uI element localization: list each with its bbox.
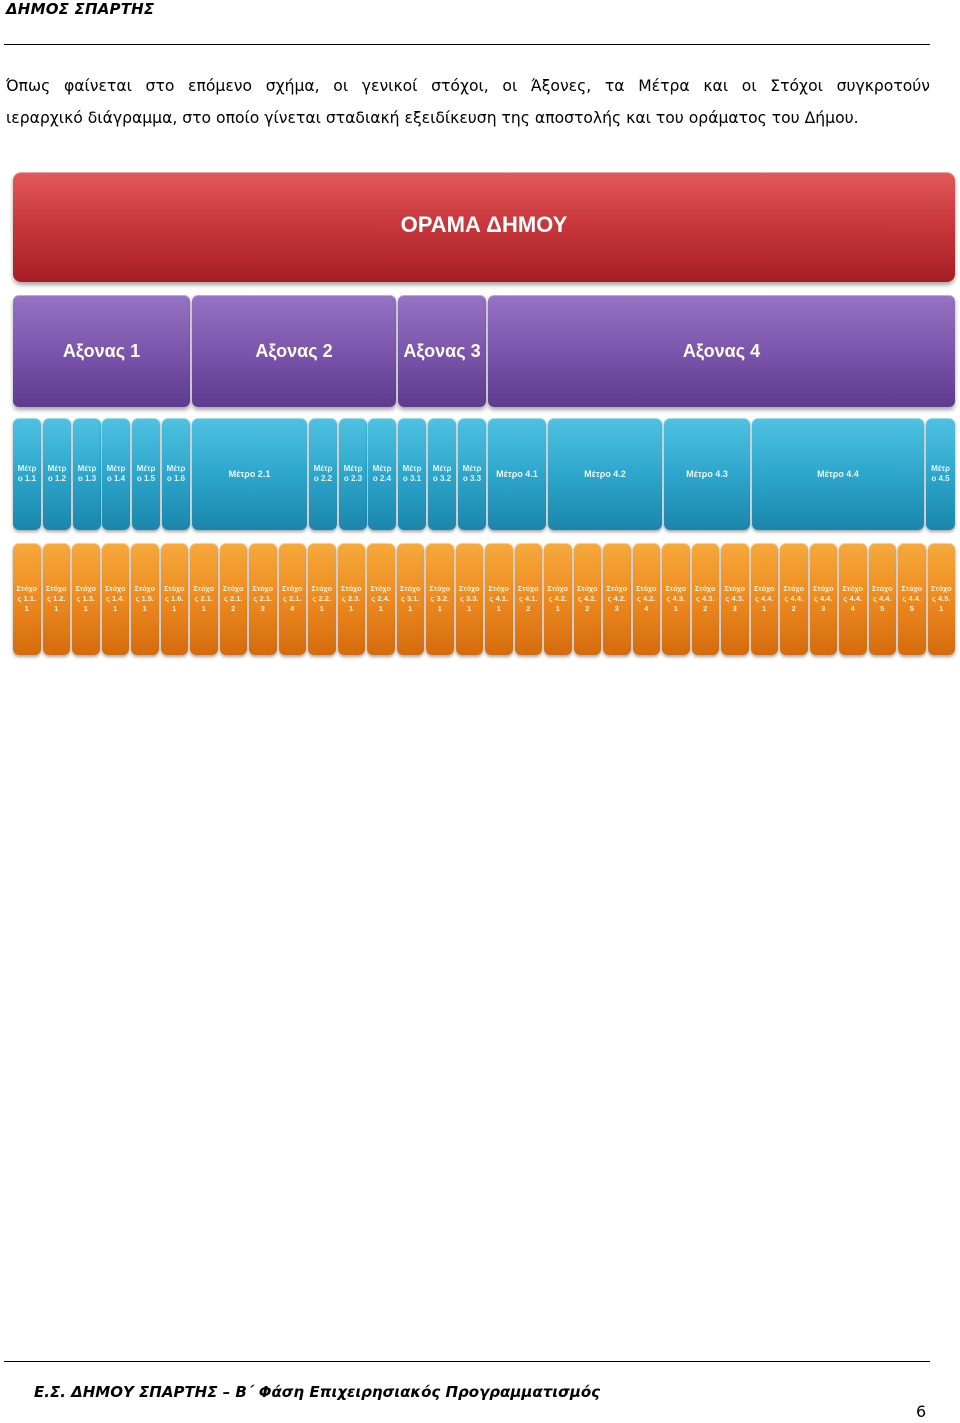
target-box: Στόχος 4.2.4 <box>633 543 661 655</box>
document-header-title: ΔΗΜΟΣ ΣΠΑΡΤΗΣ <box>6 0 154 18</box>
target-box: Στόχος 4.4.5 <box>898 543 926 655</box>
target-box: Στόχος 4.2.2 <box>574 543 602 655</box>
measure-box: Μέτρο 1.5 <box>132 418 160 530</box>
target-box: Στόχος 4.4.2 <box>780 543 808 655</box>
measure-box: Μέτρο 3.3 <box>458 418 486 530</box>
target-box: Στόχος 2.1.3 <box>249 543 277 655</box>
target-box: Στόχος 4.1.2 <box>515 543 543 655</box>
measure-box: Μέτρο 1.4 <box>102 418 130 530</box>
axis-box: Αξονας 2 <box>192 295 396 407</box>
measure-box: Μέτρο 4.1 <box>488 418 546 530</box>
intro-line-2: ιεραρχικό διάγραμμα, στο οποίο γίνεται σ… <box>6 102 930 134</box>
target-box: Στόχος 4.4.5 <box>869 543 897 655</box>
target-box: Στόχος 1.5.1 <box>131 543 159 655</box>
target-box: Στόχος 4.3.1 <box>662 543 690 655</box>
target-box: Στόχος 1.6.1 <box>161 543 189 655</box>
measure-box: Μέτρο 3.2 <box>428 418 456 530</box>
target-box: Στόχος 4.2.1 <box>544 543 572 655</box>
target-box: Στόχος 4.3.2 <box>692 543 720 655</box>
target-box: Στόχος 1.3.1 <box>72 543 100 655</box>
measure-box: Μέτρο 3.1 <box>398 418 426 530</box>
axis-box: Αξονας 4 <box>488 295 955 407</box>
target-box: Στόχος 1.2.1 <box>43 543 71 655</box>
intro-paragraph: Όπως φαίνεται στο επόμενο σχήμα, οι γενι… <box>6 70 930 134</box>
measure-box: Μέτρο 4.5 <box>926 418 955 530</box>
measure-box: Μέτρο 2.3 <box>339 418 367 530</box>
target-box: Στόχος 4.1.1 <box>485 543 513 655</box>
header-divider <box>4 44 930 45</box>
vision-box: ΟΡΑΜΑ ΔΗΜΟΥ <box>13 172 955 282</box>
measure-box: Μέτρο 1.2 <box>43 418 71 530</box>
measure-box: Μέτρο 2.1 <box>192 418 307 530</box>
footer-divider <box>4 1361 930 1362</box>
target-box: Στόχος 1.4.1 <box>102 543 130 655</box>
target-box: Στόχος 3.2.1 <box>426 543 454 655</box>
target-box: Στόχος 2.1.4 <box>279 543 307 655</box>
axis-box: Αξονας 3 <box>398 295 486 407</box>
target-box: Στόχος 2.4.1 <box>367 543 395 655</box>
target-box: Στόχος 4.4.3 <box>810 543 838 655</box>
measure-box: Μέτρο 4.2 <box>548 418 662 530</box>
target-box: Στόχος 4.4.4 <box>839 543 867 655</box>
intro-line-1: Όπως φαίνεται στο επόμενο σχήμα, οι γενι… <box>6 70 930 102</box>
target-box: Στόχος 2.3.1 <box>338 543 366 655</box>
measure-box: Μέτρο 4.4 <box>752 418 924 530</box>
footer-text: Ε.Σ. ΔΗΜΟΥ ΣΠΑΡΤΗΣ – Β΄ Φάση Επιχειρησια… <box>34 1383 600 1401</box>
target-box: Στόχος 4.3.3 <box>721 543 749 655</box>
target-box: Στόχος 2.1.1 <box>190 543 218 655</box>
target-box: Στόχος 1.1.1 <box>13 543 41 655</box>
target-box: Στόχος 3.1.1 <box>397 543 425 655</box>
measure-box: Μέτρο 2.2 <box>309 418 337 530</box>
page-number: 6 <box>916 1402 926 1421</box>
target-box: Στόχος 2.2.1 <box>308 543 336 655</box>
target-box: Στόχος 4.4.1 <box>751 543 779 655</box>
measure-box: Μέτρο 1.1 <box>13 418 41 530</box>
target-box: Στόχος 3.3.1 <box>456 543 484 655</box>
measure-box: Μέτρο 2.4 <box>368 418 396 530</box>
measure-box: Μέτρο 1.6 <box>162 418 190 530</box>
measure-box: Μέτρο 4.3 <box>664 418 750 530</box>
target-box: Στόχος 2.1.2 <box>220 543 248 655</box>
axis-box: Αξονας 1 <box>13 295 190 407</box>
target-box: Στόχος 4.5.1 <box>928 543 956 655</box>
measure-box: Μέτρο 1.3 <box>73 418 101 530</box>
target-box: Στόχος 4.2.3 <box>603 543 631 655</box>
